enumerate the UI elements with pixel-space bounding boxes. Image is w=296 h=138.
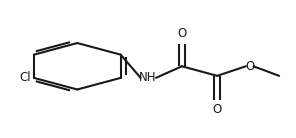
Text: NH: NH <box>139 71 157 84</box>
Text: O: O <box>213 103 222 116</box>
Text: O: O <box>245 60 254 73</box>
Text: O: O <box>177 27 186 40</box>
Text: Cl: Cl <box>19 71 31 84</box>
